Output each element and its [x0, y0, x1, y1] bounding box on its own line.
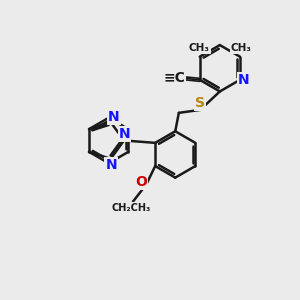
Text: N: N: [108, 110, 119, 124]
Text: S: S: [195, 96, 205, 110]
Text: ≡C: ≡C: [163, 71, 185, 85]
Text: N: N: [238, 73, 250, 87]
Text: CH₃: CH₃: [189, 44, 210, 53]
Text: CH₃: CH₃: [231, 44, 252, 53]
Text: CH₂CH₃: CH₂CH₃: [112, 203, 151, 213]
Text: N: N: [105, 158, 117, 172]
Text: N: N: [161, 70, 172, 85]
Text: O: O: [135, 175, 147, 188]
Text: N: N: [119, 127, 130, 141]
